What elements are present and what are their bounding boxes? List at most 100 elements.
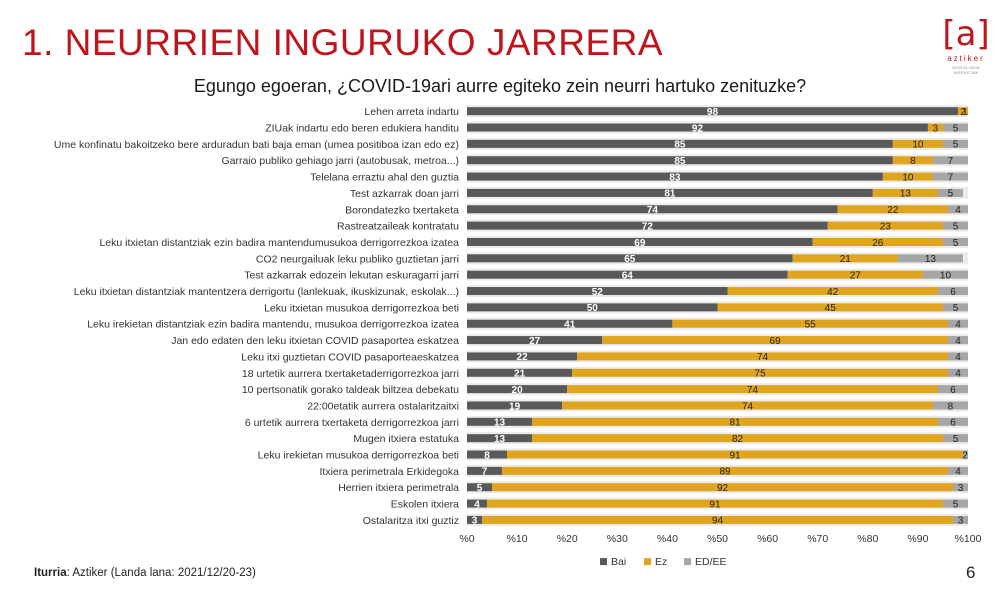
bar-ez — [562, 401, 933, 410]
bar-edee — [932, 401, 968, 410]
category-label: 22:00etatik aurrera ostalaritzaitxi — [307, 400, 459, 412]
bar-edee — [897, 254, 963, 263]
bar-edee — [942, 303, 968, 312]
category-label: Borondatezko txertaketa — [345, 204, 459, 216]
bar-bai — [467, 515, 483, 524]
bar-ez — [602, 336, 948, 345]
data-label: 7 — [948, 156, 954, 167]
data-label: 26 — [872, 238, 884, 249]
data-label: 13 — [900, 189, 912, 200]
data-label: 21 — [840, 254, 852, 265]
category-label: Leku irekietan musukoa derrigorrezkoa be… — [258, 450, 459, 462]
data-label: 94 — [712, 516, 724, 527]
bar-ez — [837, 205, 948, 214]
data-label: 5 — [953, 123, 959, 134]
data-label: 42 — [827, 287, 839, 298]
category-label: Leku itxietan musukoa derrigorrezkoa bet… — [264, 302, 459, 314]
bar-bai — [467, 450, 508, 459]
bar-ez — [672, 319, 948, 328]
data-label: 69 — [770, 336, 782, 347]
bar-bai — [467, 156, 893, 165]
data-label: 13 — [925, 254, 937, 265]
legend-swatch — [600, 558, 607, 566]
bar-ez — [957, 107, 968, 116]
page-number: 6 — [966, 563, 976, 582]
data-label: 1 — [962, 107, 968, 118]
bar-bai — [467, 287, 728, 296]
data-label: 2 — [962, 450, 968, 461]
data-label: 8 — [948, 401, 954, 412]
data-label: 20 — [512, 385, 524, 396]
data-label: 72 — [642, 221, 654, 232]
logo-tagline: SOZIOLOGIA IKERKETAK — [952, 65, 980, 75]
data-label: 10 — [940, 270, 952, 281]
bar-edee — [942, 123, 968, 132]
data-label: 74 — [747, 385, 759, 396]
source-label: Iturria — [34, 567, 67, 579]
data-label: 21 — [514, 369, 526, 380]
bar-ez — [827, 221, 943, 230]
data-label: 4 — [955, 336, 961, 347]
data-label: 22 — [517, 352, 529, 363]
data-label: 74 — [757, 352, 769, 363]
bar-ez — [567, 385, 938, 394]
category-label: Leku itxietan distantziak ezin badira ma… — [99, 237, 459, 249]
category-label: 6 urtetik aurrera txertaketa derrigorrez… — [245, 417, 459, 429]
data-label: 5 — [948, 189, 954, 200]
data-label: 2 — [960, 107, 966, 118]
x-tick-label: %0 — [459, 533, 474, 545]
bar-ez — [532, 434, 943, 443]
data-label: 75 — [755, 369, 767, 380]
bar-bai — [467, 205, 838, 214]
category-label: Jan edo edaten den leku itxietan COVID p… — [171, 335, 459, 347]
bar-bai — [467, 401, 563, 410]
bar-bai — [467, 385, 568, 394]
bar-bai — [467, 188, 873, 197]
source-note: Iturria: Aztiker (Landa lana: 2021/12/20… — [34, 567, 256, 579]
bar-ez — [507, 450, 963, 459]
category-label: Mugen itxiera estatuka — [353, 433, 459, 445]
bar-edee — [922, 270, 968, 279]
logo-mark: [a] — [942, 14, 990, 54]
data-label: 92 — [717, 483, 729, 494]
data-label: 89 — [719, 467, 731, 478]
data-label: 98 — [707, 107, 719, 118]
source-text: : Aztiker (Landa lana: 2021/12/20-23) — [66, 567, 256, 579]
data-label: 4 — [955, 205, 961, 216]
x-tick-label: %80 — [857, 533, 878, 545]
x-tick-label: %100 — [955, 533, 982, 545]
data-label: 5 — [953, 303, 959, 314]
bar-ez — [717, 303, 943, 312]
data-label: 13 — [494, 434, 506, 445]
bar-bai — [467, 499, 488, 508]
bar-ez — [492, 483, 953, 492]
bar-edee — [942, 139, 968, 148]
bar-bai — [467, 319, 673, 328]
x-tick-label: %70 — [807, 533, 828, 545]
data-label: 5 — [953, 499, 959, 510]
x-tick-label: %40 — [657, 533, 678, 545]
data-label: 74 — [647, 205, 659, 216]
legend-swatch — [644, 558, 651, 566]
bar-bai — [467, 123, 928, 132]
data-label: 19 — [509, 401, 521, 412]
x-tick-label: %20 — [557, 533, 578, 545]
data-label: 81 — [664, 189, 676, 200]
bar-ez — [882, 172, 933, 181]
bar-edee — [947, 368, 968, 377]
data-label: 74 — [742, 401, 754, 412]
data-label: 23 — [880, 221, 892, 232]
data-label: 91 — [729, 450, 741, 461]
data-label: 52 — [592, 287, 604, 298]
bar-ez — [727, 287, 938, 296]
data-label: 27 — [850, 270, 862, 281]
category-label: Telelana erraztu ahal den guztia — [310, 172, 459, 184]
data-label: 41 — [564, 320, 576, 331]
slide-title: 1. NEURRIEN INGURUKO JARRERA — [22, 22, 664, 63]
data-label: 85 — [674, 140, 686, 151]
bar-edee — [952, 483, 968, 492]
category-label: Garraio publiko gehiago jarri (autobusak… — [221, 155, 459, 167]
data-label: 82 — [732, 434, 744, 445]
bar-bai — [467, 303, 718, 312]
